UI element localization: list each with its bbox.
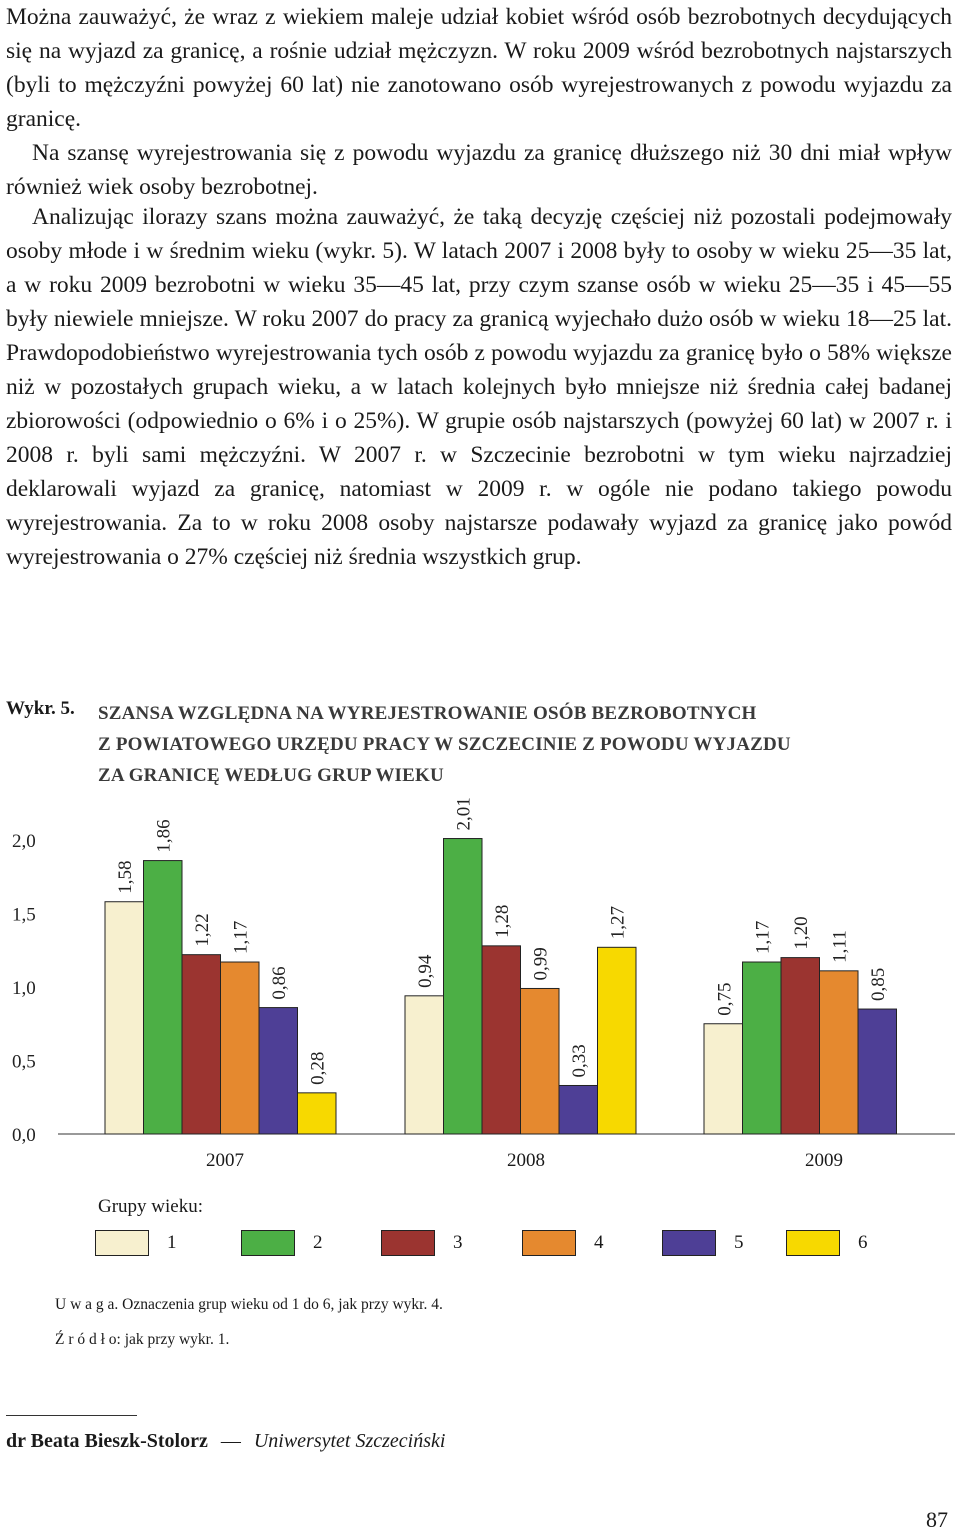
legend-label: 5 (734, 1232, 744, 1253)
bar-2008-group-2 (443, 838, 483, 1135)
bar-value-label: 0,85 (868, 968, 889, 1001)
category-label-2007: 2007 (206, 1150, 244, 1171)
footnote-rule (6, 1415, 137, 1416)
author-dash: — (220, 1430, 241, 1452)
paragraph-3: Analizując ilorazy szans można zauważyć,… (6, 204, 952, 570)
bar-value-label: 0,28 (308, 1052, 329, 1085)
legend-label: 3 (453, 1232, 463, 1253)
figure-title-line-3: ZA GRANICĘ WEDŁUG GRUP WIEKU (98, 765, 444, 786)
bar-value-label: 1,17 (753, 921, 774, 954)
page-number: 87 (926, 1507, 948, 1532)
bar-value-label: 0,86 (269, 966, 290, 999)
bar-value-label: 0,33 (569, 1044, 590, 1077)
bar-2007-group-1 (104, 901, 144, 1135)
bar-2008-group-5 (558, 1084, 598, 1135)
legend-label: 4 (594, 1232, 604, 1253)
bar-2007-group-3 (181, 954, 221, 1135)
bar-2007-group-6 (297, 1092, 337, 1135)
bar-2008-group-1 (404, 995, 444, 1135)
author-affiliation: Uniwersytet Szczeciński (253, 1430, 446, 1452)
figure-title-line-2: Z POWIATOWEGO URZĘDU PRACY W SZCZECINIE … (98, 734, 791, 755)
bar-value-label: 0,75 (714, 983, 735, 1016)
bar-value-label: 1,28 (492, 905, 513, 938)
bar-value-label: 1,86 (154, 819, 175, 852)
legend-swatch (241, 1230, 295, 1256)
legend-swatch (662, 1230, 716, 1256)
bar-2007-group-4 (220, 961, 260, 1135)
legend-swatch (522, 1230, 576, 1256)
y-tick-label: 0,0 (12, 1125, 36, 1146)
legend-label: 1 (167, 1232, 177, 1253)
bar-2009-group-2 (742, 961, 782, 1135)
bar-2009-group-3 (780, 957, 820, 1135)
bar-2009-group-5 (857, 1008, 897, 1135)
paragraph-1: Można zauważyć, że wraz z wiekiem maleje… (6, 4, 952, 132)
figure-title: SZANSA WZGLĘDNA NA WYREJESTROWANIE OSÓB … (98, 698, 958, 791)
y-tick-label: 0,5 (12, 1052, 36, 1073)
figure-source: Ź r ó d ł o: jak przy wykr. 1. (55, 1331, 230, 1348)
bar-value-label: 1,58 (115, 860, 136, 893)
y-tick-label: 1,5 (12, 905, 36, 926)
legend-swatch (381, 1230, 435, 1256)
legend-swatch (95, 1230, 149, 1256)
bar-value-label: 0,94 (415, 954, 436, 988)
bar-value-label: 1,17 (231, 921, 252, 954)
paragraph-2: Na szansę wyrejestrowania się z powodu w… (6, 140, 952, 200)
category-label-2008: 2008 (507, 1150, 545, 1171)
bar-value-label: 1,27 (608, 906, 629, 939)
figure-note: U w a g a. Oznaczenia grup wieku od 1 do… (55, 1296, 443, 1313)
bar-2009-group-4 (819, 970, 859, 1135)
bar-2008-group-6 (597, 946, 637, 1135)
y-tick-label: 1,0 (12, 978, 36, 999)
bar-value-label: 2,01 (454, 797, 475, 830)
author-line: dr Beata Bieszk-Stolorz — Uniwersytet Sz… (6, 1430, 445, 1453)
legend-title: Grupy wieku: (98, 1196, 204, 1217)
figure-title-line-1: SZANSA WZGLĘDNA NA WYREJESTROWANIE OSÓB … (98, 703, 757, 724)
legend-swatch (786, 1230, 840, 1256)
bar-value-label: 1,22 (192, 913, 213, 946)
bar-2008-group-4 (520, 987, 560, 1135)
legend-label: 2 (313, 1232, 323, 1253)
bar-2007-group-2 (143, 860, 183, 1135)
bar-value-label: 1,20 (791, 916, 812, 949)
bar-value-label: 1,11 (830, 930, 851, 963)
author-name: dr Beata Bieszk-Stolorz (6, 1430, 208, 1452)
bar-value-label: 0,99 (531, 947, 552, 980)
figure-label: Wykr. 5. (6, 698, 75, 719)
bar-2007-group-5 (258, 1007, 298, 1135)
bar-2009-group-1 (703, 1023, 743, 1135)
y-tick-label: 2,0 (12, 831, 36, 852)
category-label-2009: 2009 (805, 1150, 843, 1171)
legend-label: 6 (858, 1232, 868, 1253)
bar-2008-group-3 (481, 945, 521, 1135)
bar-chart: 0,0 0,5 1,0 1,5 2,0 1,58 0,94 0,75 1,86 2,01 1,17 1… (12, 797, 955, 1146)
